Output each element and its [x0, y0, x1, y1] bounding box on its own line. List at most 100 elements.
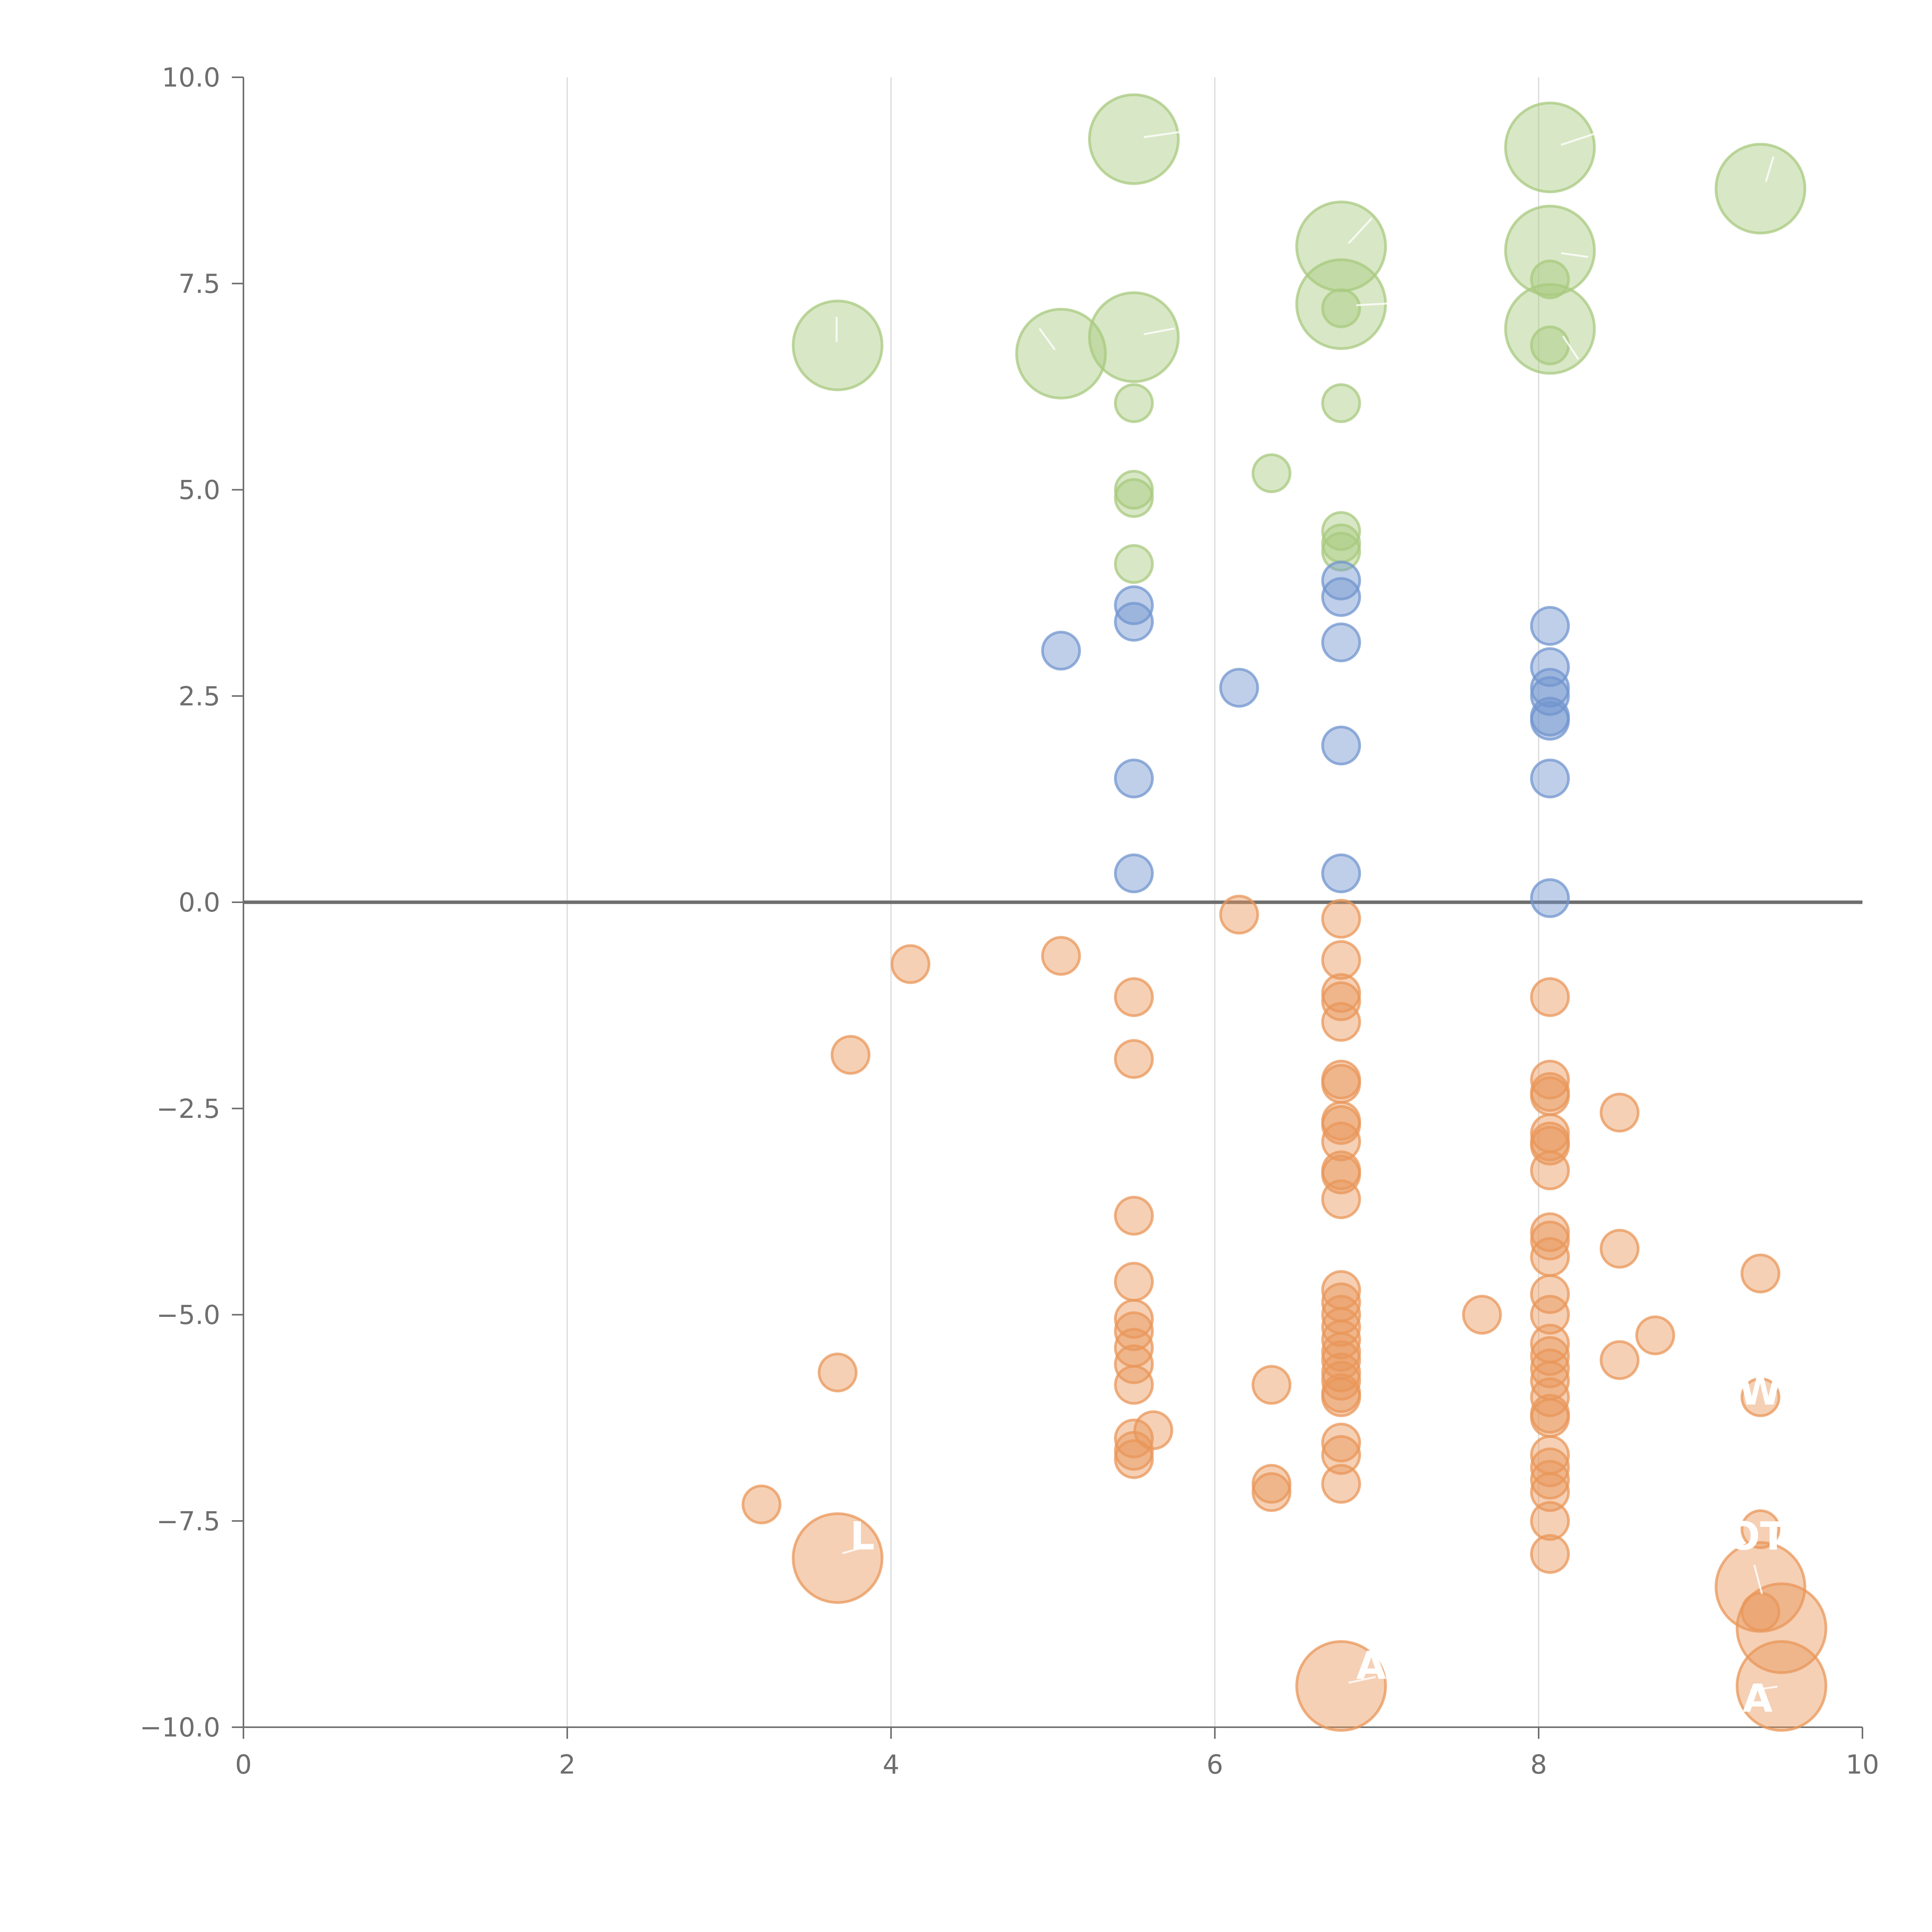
- data-point: [1114, 585, 1154, 625]
- data-point: [1219, 668, 1259, 708]
- bubble-label: A: [1356, 1643, 1386, 1688]
- data-point: [1714, 143, 1806, 235]
- data-point: [1114, 1262, 1154, 1302]
- data-point: [1321, 981, 1361, 1021]
- bubble-label: W: [1739, 1369, 1781, 1414]
- leader-line: [1561, 252, 1588, 258]
- x-tick-label: 4: [883, 1750, 899, 1780]
- data-point: [1114, 759, 1154, 799]
- data-point: [1114, 1039, 1154, 1079]
- data-point: [1530, 759, 1570, 799]
- data-point: [1740, 1377, 1781, 1417]
- leader-line: [1348, 218, 1372, 244]
- data-point: [1321, 1179, 1361, 1219]
- data-point: [1530, 647, 1570, 687]
- data-point: [1530, 325, 1570, 366]
- point-layer: [742, 93, 1827, 1732]
- leader-line: [1765, 156, 1775, 182]
- data-point: [1321, 1435, 1361, 1475]
- data-point: [1530, 1274, 1570, 1314]
- data-point: [1114, 1311, 1154, 1351]
- data-point: [1114, 977, 1154, 1017]
- leader-line: [1561, 132, 1596, 146]
- leader-line: [1356, 302, 1391, 306]
- bubble-label: A: [1743, 1676, 1772, 1721]
- data-point: [1321, 1002, 1361, 1042]
- data-point: [1530, 701, 1570, 741]
- data-point: [792, 299, 884, 391]
- y-tick-label: −7.5: [156, 1506, 220, 1537]
- data-point: [1530, 1377, 1570, 1417]
- data-point: [1114, 1365, 1154, 1405]
- data-point: [1462, 1295, 1502, 1335]
- data-point: [830, 1035, 871, 1075]
- data-point: [792, 1512, 884, 1604]
- y-tick-label: 5.0: [179, 475, 220, 506]
- data-point: [1114, 1299, 1154, 1339]
- data-point: [1530, 1237, 1570, 1277]
- data-point: [1736, 1640, 1827, 1732]
- data-point: [1088, 291, 1180, 383]
- data-point: [1530, 1348, 1570, 1388]
- data-point: [1321, 288, 1361, 328]
- data-point: [1114, 1344, 1154, 1384]
- data-point: [1114, 1418, 1154, 1459]
- data-point: [1321, 1361, 1361, 1401]
- data-point: [1504, 204, 1596, 296]
- data-point: [1321, 511, 1361, 551]
- data-point: [1015, 308, 1107, 400]
- data-point: [1321, 1121, 1361, 1162]
- data-point: [1530, 259, 1570, 299]
- y-tick-label: 10.0: [162, 63, 220, 93]
- data-point: [1252, 1365, 1292, 1405]
- data-point: [1321, 1377, 1361, 1417]
- y-tick-label: 2.5: [179, 681, 220, 712]
- data-point: [1736, 1582, 1827, 1674]
- leader-line: [1562, 335, 1580, 360]
- y-tick-label: 0.0: [179, 888, 220, 918]
- data-point: [1041, 936, 1081, 976]
- bubble-label: OT: [1727, 1514, 1786, 1559]
- data-point: [1114, 1196, 1154, 1236]
- leader-line: [842, 1544, 870, 1554]
- data-point: [1530, 1076, 1570, 1116]
- x-tick-label: 10: [1846, 1750, 1879, 1780]
- data-point: [1321, 853, 1361, 893]
- data-point: [1295, 1640, 1387, 1732]
- data-point: [1114, 478, 1154, 518]
- data-point: [1321, 899, 1361, 939]
- data-point: [1252, 1472, 1292, 1512]
- data-point: [1321, 940, 1361, 980]
- data-point: [1321, 1105, 1361, 1145]
- data-point: [1740, 1592, 1781, 1632]
- y-tick-label: 7.5: [179, 269, 220, 299]
- data-point: [1504, 101, 1596, 193]
- data-point: [1530, 878, 1570, 918]
- data-point: [1530, 1398, 1570, 1438]
- axis-layer: 0 2 4 6 8 10 10.0 7.5 5.0 2.5 0.0 −2.5 −5.0 −7.5 −10.0: [140, 63, 1879, 1780]
- data-point: [1321, 383, 1361, 423]
- data-point: [1088, 93, 1180, 185]
- bubble-label: L: [850, 1514, 875, 1559]
- label-layer: L OT W A A: [835, 128, 1786, 1721]
- data-point: [1530, 1295, 1570, 1335]
- data-point: [1530, 1460, 1570, 1500]
- leader-line: [1038, 328, 1056, 350]
- data-point: [1114, 602, 1154, 642]
- y-tick-label: −10.0: [140, 1713, 220, 1743]
- data-point: [1600, 1092, 1639, 1133]
- data-point: [1530, 606, 1570, 646]
- data-point: [818, 1352, 858, 1393]
- data-point: [1321, 560, 1361, 600]
- data-point: [1530, 1060, 1570, 1100]
- data-point: [1252, 453, 1292, 493]
- x-tick-label: 0: [235, 1750, 252, 1780]
- data-point: [1530, 1534, 1570, 1574]
- data-point: [1530, 1220, 1570, 1260]
- data-point: [1635, 1315, 1675, 1355]
- y-tick-label: −5.0: [156, 1300, 220, 1331]
- data-point: [742, 1485, 782, 1525]
- leader-line: [1143, 327, 1175, 335]
- data-point: [1740, 1509, 1781, 1549]
